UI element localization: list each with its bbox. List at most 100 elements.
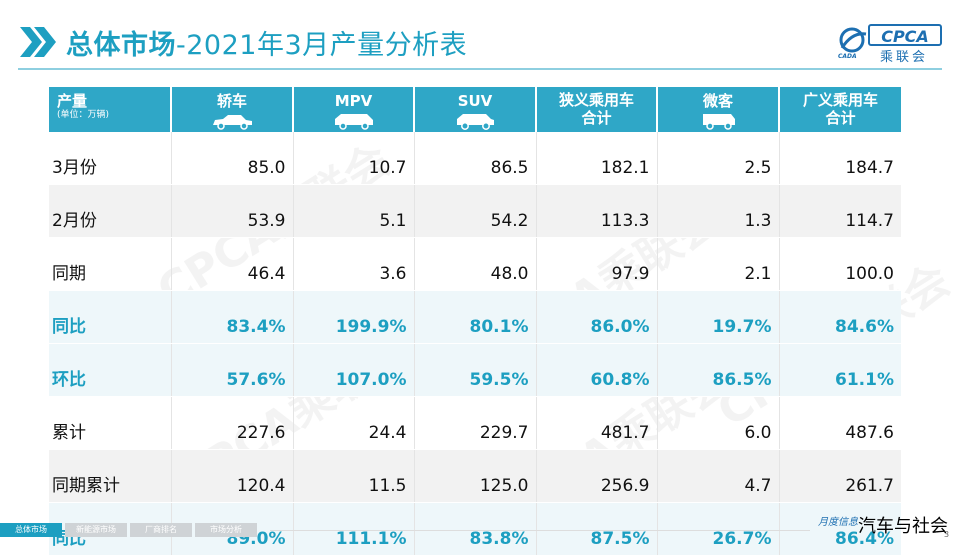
title-bold: 总体市场 [66,29,176,61]
table-cell: 59.5% [414,343,537,397]
header-cell-sedan: 轿车 [171,87,294,132]
table-cell: 2.5 [657,132,780,185]
table-cell: 84.6% [779,290,901,344]
table-header-row: 产量 (单位：万辆) 轿车 MPV SUV [49,87,901,132]
table-cell: 83.8% [414,502,537,556]
table-cell: 46.4 [171,237,294,291]
header-cell-suv: SUV [414,87,537,132]
table-cell: 487.6 [779,396,901,450]
page-number: 3 [944,530,950,539]
table-cell: 5.1 [293,184,415,238]
table-cell: 97.9 [536,237,658,291]
nav-tab-overall[interactable]: 总体市场 [0,523,62,537]
title-bar: 总体市场-2021年3月产量分析表 [18,22,467,62]
table-cell: 227.6 [171,396,294,450]
table-row: 同期累计 120.4 11.5 125.0 256.9 4.7 261.7 [49,449,901,503]
header-minivan-label: 微客 [702,92,733,110]
table-cell: 60.8% [536,343,658,397]
table-cell: 182.1 [536,132,658,185]
table-cell: 10.7 [293,132,415,185]
title-underline [18,68,942,70]
title-rest: -2021年3月产量分析表 [176,29,468,61]
header-suv-label: SUV [457,92,493,110]
table-row: 累计 227.6 24.4 229.7 481.7 6.0 487.6 [49,396,901,450]
table-cell: 261.7 [779,449,901,503]
nav-tab-analysis[interactable]: 市场分析 [195,523,257,537]
table-cell: 57.6% [171,343,294,397]
table-cell: 54.2 [414,184,537,238]
table-cell: 80.1% [414,290,537,344]
sedan-icon [213,115,252,130]
nav-tab-nev[interactable]: 新能源市场 [65,523,127,537]
header-cell-narrow-total: 狭义乘用车 合计 [536,87,658,132]
row-label: 2月份 [49,184,172,238]
header-narrow-label2: 合计 [581,109,612,127]
footer-brand: 汽车与社会 [858,516,948,537]
table-cell: 53.9 [171,184,294,238]
table-cell: 87.5% [536,502,658,556]
table-cell: 86.0% [536,290,658,344]
cpca-logo: CADA CPCA 乘联会 [836,22,944,65]
production-table: 产量 (单位：万辆) 轿车 MPV SUV [49,87,901,556]
table-cell: 100.0 [779,237,901,291]
header-unit-label: 产量 [57,92,88,110]
table-cell: 61.1% [779,343,901,397]
footer-divider [270,530,810,531]
table-cell: 11.5 [293,449,415,503]
logo-cpca-text: CPCA [868,24,942,46]
table-cell: 19.7% [657,290,780,344]
table-cell: 24.4 [293,396,415,450]
mpv-icon [334,114,373,130]
table-cell: 6.0 [657,396,780,450]
table-cell: 256.9 [536,449,658,503]
row-label: 累计 [49,396,172,450]
page-title: 总体市场-2021年3月产量分析表 [66,23,467,62]
table-cell: 229.7 [414,396,537,450]
double-chevron-icon [20,27,56,57]
suv-icon [457,114,494,130]
header-cell-broad-total: 广义乘用车 合计 [779,87,901,132]
table-cell: 107.0% [293,343,415,397]
table-cell: 120.4 [171,449,294,503]
table-cell: 1.3 [657,184,780,238]
table-row-highlight: 同比 83.4% 199.9% 80.1% 86.0% 19.7% 84.6% [49,290,901,344]
table-cell: 111.1% [293,502,415,556]
minivan-icon [703,114,735,130]
nav-tab-ranking[interactable]: 厂商排名 [130,523,192,537]
row-label: 环比 [49,343,172,397]
header-unit-sub: (单位：万辆) [57,110,110,120]
table-cell: 113.3 [536,184,658,238]
table-cell: 85.0 [171,132,294,185]
table-cell: 114.7 [779,184,901,238]
table-cell: 3.6 [293,237,415,291]
footer-nav: 总体市场 新能源市场 厂商排名 市场分析 [0,523,260,537]
table-cell: 184.7 [779,132,901,185]
table-cell: 48.0 [414,237,537,291]
header-mpv-label: MPV [334,92,373,110]
header-cell-minivan: 微客 [657,87,780,132]
table-cell: 26.7% [657,502,780,556]
table-cell: 86.5 [414,132,537,185]
header-broad-label: 广义乘用车 [802,91,878,109]
table-cell: 4.7 [657,449,780,503]
table-row: 2月份 53.9 5.1 54.2 113.3 1.3 114.7 [49,184,901,238]
row-label: 3月份 [49,132,172,185]
table-cell: 125.0 [414,449,537,503]
table-cell: 83.4% [171,290,294,344]
table-cell: 2.1 [657,237,780,291]
table-row-highlight: 环比 57.6% 107.0% 59.5% 60.8% 86.5% 61.1% [49,343,901,397]
row-label: 同期累计 [49,449,172,503]
table-cell: 481.7 [536,396,658,450]
footer-tag: 月度信息 [818,517,858,528]
header-cell-mpv: MPV [293,87,415,132]
row-label: 同期 [49,237,172,291]
logo-swirl-icon [839,27,867,53]
table-row: 3月份 85.0 10.7 86.5 182.1 2.5 184.7 [49,132,901,185]
header-broad-label2: 合计 [825,109,856,127]
logo-sub-text: 乘联会 [880,50,929,65]
row-label: 同比 [49,290,172,344]
header-cell-unit: 产量 (单位：万辆) [49,87,172,132]
table-cell: 86.5% [657,343,780,397]
table-row: 同期 46.4 3.6 48.0 97.9 2.1 100.0 [49,237,901,291]
header-narrow-label: 狭义乘用车 [558,91,634,109]
